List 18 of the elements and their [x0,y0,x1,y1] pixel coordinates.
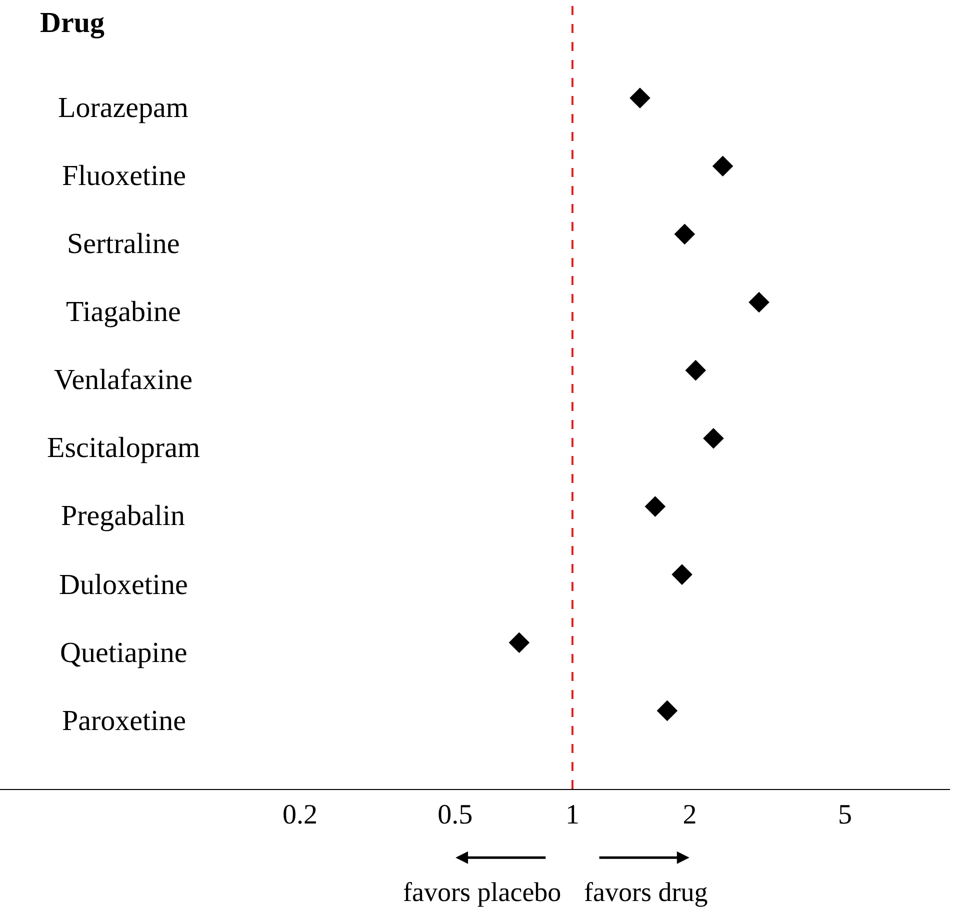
x-tick-label: 1 [565,800,580,831]
y-tick-label: Fluoxetine [62,160,186,192]
y-axis-title: Drug [40,7,105,39]
x-tick-label: 2 [682,800,697,831]
y-tick-label: Paroxetine [62,705,186,737]
y-tick-label: Quetiapine [60,637,188,669]
x-tick-label: 0.2 [282,800,318,831]
text: favors placebo [403,877,562,907]
y-tick-label: Pregabalin [61,500,186,532]
x-tick-label: 5 [838,800,852,831]
y-tick-label: Escitalopram [47,432,200,464]
y-tick-label: Duloxetine [59,569,188,601]
x-tick-label: 0.5 [438,800,473,831]
y-tick-label: Sertraline [67,228,180,260]
y-tick-label: Tiagabine [66,296,181,328]
y-tick-label: Venlafaxine [54,364,192,396]
text: favors drug [584,877,708,907]
y-tick-label: Lorazepam [58,92,189,124]
